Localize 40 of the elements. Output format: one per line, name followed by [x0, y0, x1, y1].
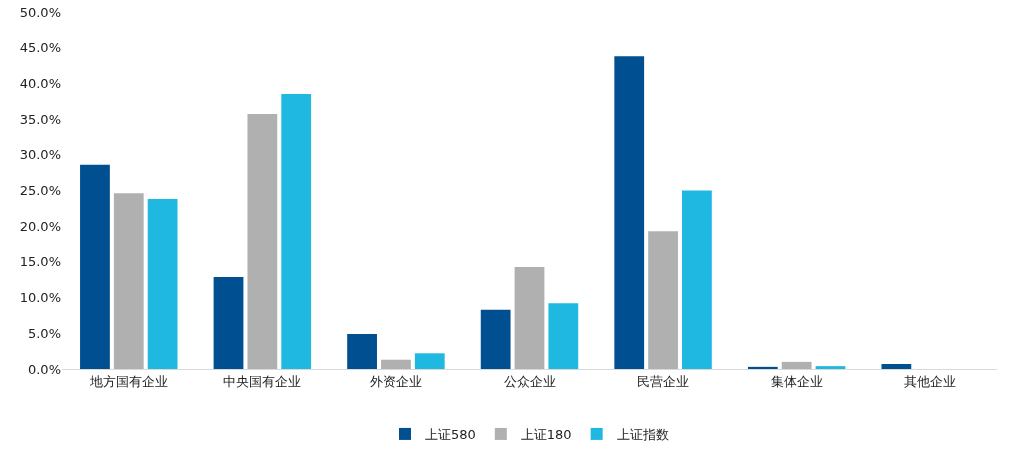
bar [614, 56, 645, 369]
y-tick-label: 45.0% [19, 40, 61, 56]
y-tick-label: 50.0% [19, 4, 61, 20]
y-tick-label: 30.0% [19, 147, 61, 163]
legend-label: 上证580 [425, 427, 476, 442]
x-tick-label: 公众企业 [503, 373, 556, 389]
bar [682, 190, 712, 369]
x-tick-label: 中央国有企业 [223, 373, 302, 389]
x-tick-label: 地方国有企业 [88, 373, 168, 389]
legend-label: 上证指数 [616, 427, 669, 442]
bar [80, 164, 110, 369]
y-tick-label: 10.0% [19, 290, 61, 306]
bar [213, 276, 244, 369]
x-tick-label: 民营企业 [637, 373, 690, 389]
legend-label: 上证180 [520, 427, 572, 442]
bar [881, 364, 912, 369]
x-tick-label: 集体企业 [770, 373, 823, 389]
y-tick-label: 5.0% [27, 325, 61, 341]
y-tick-label: 15.0% [19, 254, 61, 270]
bar [514, 266, 545, 369]
bar [648, 231, 678, 369]
bar [414, 353, 445, 369]
bar [247, 114, 278, 369]
bar [113, 193, 144, 369]
x-tick-label: 其他企业 [904, 373, 957, 389]
y-tick-label: 25.0% [19, 183, 61, 199]
bar [480, 309, 511, 369]
y-tick-label: 20.0% [19, 218, 61, 234]
bar [147, 199, 178, 369]
bar [347, 334, 377, 369]
x-tick-label: 外资企业 [369, 373, 422, 389]
bar [747, 366, 778, 369]
bar [281, 94, 312, 369]
bar [381, 359, 411, 369]
y-tick-label: 35.0% [19, 111, 61, 127]
bar [548, 303, 579, 369]
y-tick-label: 40.0% [19, 75, 61, 91]
y-tick-label: 0.0% [27, 361, 61, 377]
bar [781, 361, 812, 369]
bar [815, 366, 846, 369]
